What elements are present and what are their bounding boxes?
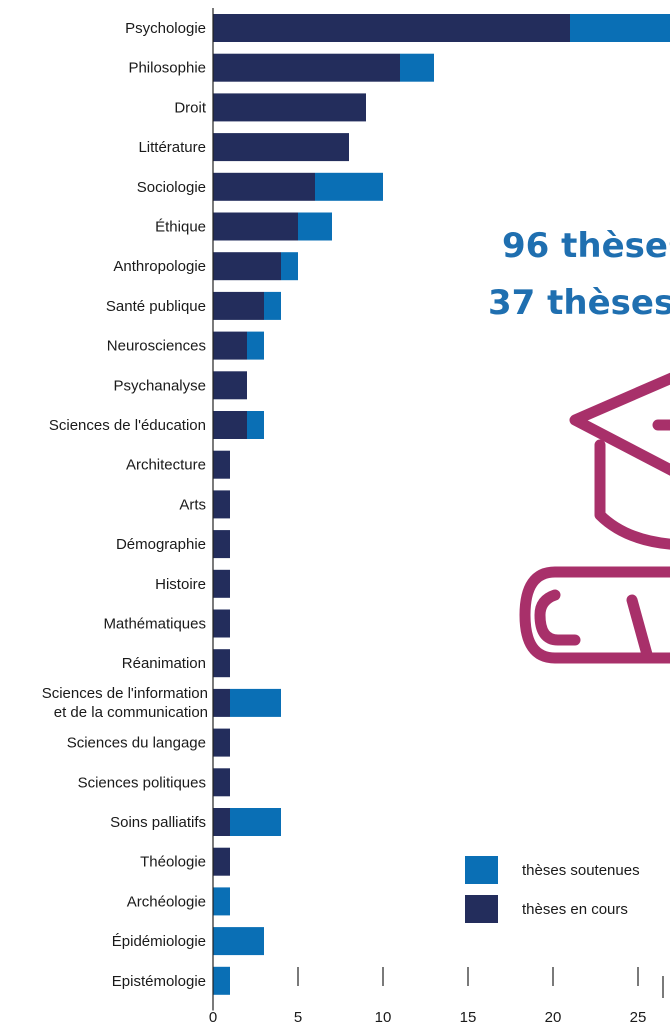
bar-en-cours-20 <box>213 808 230 836</box>
bar-en-cours-3 <box>213 133 349 162</box>
legend-label-1: thèses en cours <box>522 901 628 918</box>
category-label-21: Théologie <box>140 854 206 871</box>
bar-en-cours-10 <box>213 411 247 439</box>
bar-en-cours-14 <box>213 569 230 598</box>
category-label-24: Epistémologie <box>112 973 206 990</box>
bar-en-cours-16 <box>213 649 230 678</box>
bar-soutenues-17 <box>230 688 281 717</box>
bar-soutenues-8 <box>247 331 264 360</box>
x-tick-label-20: 20 <box>545 1009 562 1025</box>
graduation-cap-icon <box>519 372 670 664</box>
category-label-5: Éthique <box>155 219 206 236</box>
category-label-18: Sciences du langage <box>67 735 206 752</box>
legend-swatch-0 <box>465 856 498 884</box>
bar-en-cours-7 <box>213 291 264 320</box>
category-label-3: Littérature <box>138 139 206 156</box>
category-label-22: Archéologie <box>127 893 206 910</box>
bar-soutenues-6 <box>281 252 298 281</box>
legend-label-0: thèses soutenues <box>522 862 640 879</box>
x-tick-label-5: 5 <box>294 1009 302 1025</box>
category-label-0: Psychologie <box>125 20 206 37</box>
bar-en-cours-13 <box>213 530 230 559</box>
bar-soutenues-5 <box>298 212 332 241</box>
category-label-4: Sociologie <box>137 179 206 196</box>
bar-en-cours-8 <box>213 331 247 360</box>
category-label-1: Philosophie <box>128 60 206 77</box>
x-tick-label-0: 0 <box>209 1009 217 1025</box>
bar-soutenues-7 <box>264 291 281 320</box>
bar-soutenues-24 <box>213 966 230 995</box>
bar-en-cours-17 <box>213 688 230 717</box>
bar-en-cours-21 <box>213 847 230 876</box>
bar-en-cours-0 <box>213 14 570 42</box>
category-label-2: Droit <box>174 99 207 116</box>
bar-en-cours-9 <box>213 371 247 400</box>
bar-soutenues-1 <box>400 53 434 82</box>
bar-en-cours-11 <box>213 450 230 479</box>
category-label-9: Psychanalyse <box>113 377 206 394</box>
category-label-20: Soins palliatifs <box>110 814 206 831</box>
bar-en-cours-6 <box>213 252 281 281</box>
category-label-16: Réanimation <box>122 655 206 672</box>
category-label-8: Neurosciences <box>107 338 206 355</box>
bar-soutenues-23 <box>213 927 264 956</box>
category-label-10: Sciences de l'éducation <box>49 417 206 434</box>
category-label-11: Architecture <box>126 457 206 474</box>
bar-en-cours-18 <box>213 728 230 757</box>
category-label-23: Épidémiologie <box>112 933 206 950</box>
bar-soutenues-22 <box>213 887 230 916</box>
category-label-7: Santé publique <box>106 298 206 315</box>
bar-en-cours-15 <box>213 609 230 638</box>
bar-en-cours-19 <box>213 768 230 797</box>
category-label-6: Anthropologie <box>113 258 206 275</box>
category-label-14: Histoire <box>155 576 206 593</box>
bar-en-cours-2 <box>213 93 366 122</box>
x-tick-label-10: 10 <box>375 1009 392 1025</box>
headline-line-2: 37 thèses s <box>488 283 670 323</box>
bar-en-cours-4 <box>213 172 315 201</box>
legend-swatch-1 <box>465 895 498 923</box>
bar-en-cours-5 <box>213 212 298 241</box>
category-label-19: Sciences politiques <box>78 774 206 791</box>
bar-soutenues-4 <box>315 172 383 201</box>
category-label-13: Démographie <box>116 536 206 553</box>
x-tick-label-15: 15 <box>460 1009 477 1025</box>
bar-soutenues-0 <box>570 14 670 42</box>
category-label-15: Mathématiques <box>103 616 206 633</box>
x-tick-label-25: 25 <box>630 1009 647 1025</box>
headline-line-1: 96 thèses <box>502 226 670 266</box>
category-label-12: Arts <box>179 496 206 513</box>
category-label-17: Sciences de l'information et de la commun… <box>42 685 208 721</box>
bar-soutenues-10 <box>247 411 264 439</box>
bar-en-cours-12 <box>213 490 230 519</box>
bar-en-cours-1 <box>213 53 400 82</box>
bar-soutenues-20 <box>230 808 281 836</box>
